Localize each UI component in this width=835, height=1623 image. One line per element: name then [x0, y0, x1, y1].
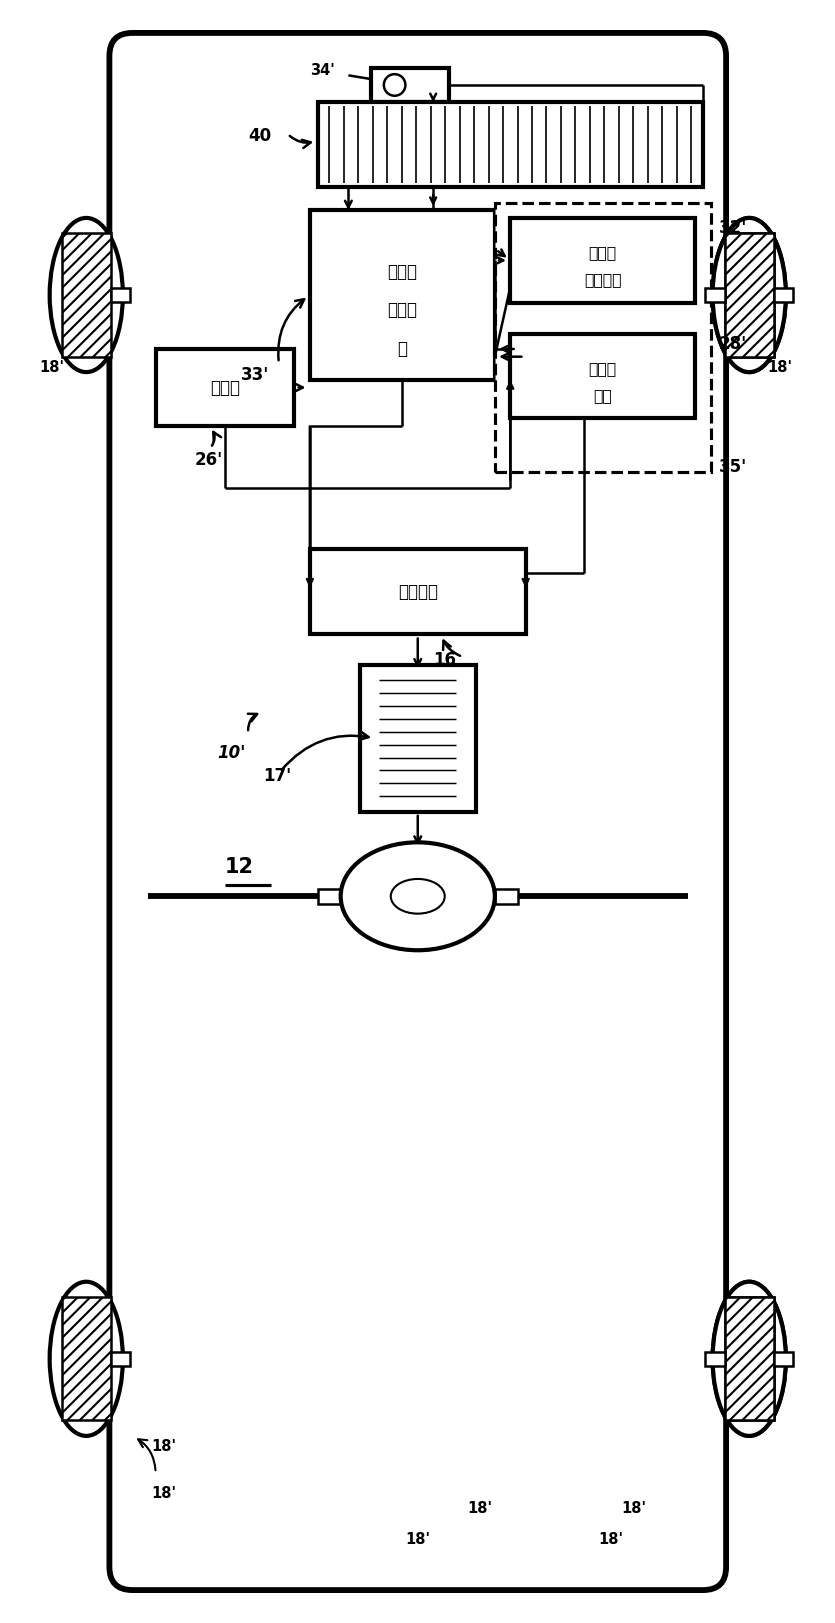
Bar	[724, 1297, 773, 1420]
Circle shape	[383, 75, 405, 96]
Text: 26': 26'	[194, 451, 222, 469]
Text: 18': 18'	[598, 1532, 623, 1547]
Ellipse shape	[712, 217, 786, 372]
Ellipse shape	[49, 1282, 123, 1436]
Bar	[360, 665, 475, 812]
Bar	[510, 217, 695, 304]
Bar	[111, 1352, 130, 1367]
Text: 18': 18'	[151, 1485, 175, 1501]
Text: 逆变器: 逆变器	[387, 263, 418, 281]
Bar	[705, 287, 724, 302]
Bar	[62, 234, 111, 357]
Text: 18': 18'	[467, 1501, 492, 1516]
Text: 34': 34'	[310, 63, 334, 78]
Bar	[494, 203, 711, 472]
Bar	[317, 888, 341, 904]
Text: 冷却回: 冷却回	[387, 302, 418, 320]
Bar	[510, 334, 695, 419]
Ellipse shape	[712, 1282, 786, 1436]
Bar	[494, 888, 518, 904]
Text: 28': 28'	[718, 334, 746, 352]
Text: 33': 33'	[240, 365, 269, 383]
Text: 电路: 电路	[593, 388, 612, 403]
Bar	[317, 102, 702, 187]
Text: 10': 10'	[217, 743, 245, 761]
Text: 18': 18'	[767, 360, 792, 375]
Text: 32': 32'	[718, 219, 746, 237]
Bar	[705, 1352, 724, 1367]
Text: 12: 12	[225, 857, 254, 876]
Bar	[773, 1352, 792, 1367]
Text: 40: 40	[248, 127, 271, 144]
Text: 16: 16	[433, 651, 456, 669]
Text: 逆变器: 逆变器	[589, 245, 616, 260]
Text: 蓄电池: 蓄电池	[210, 378, 240, 396]
Bar	[155, 349, 294, 427]
Bar	[62, 1297, 111, 1420]
Text: 逆变器: 逆变器	[589, 360, 616, 377]
Ellipse shape	[49, 217, 123, 372]
Bar	[724, 234, 773, 357]
Text: 18': 18'	[405, 1532, 430, 1547]
Text: 35': 35'	[718, 458, 746, 476]
Text: 18': 18'	[151, 1440, 175, 1454]
Bar	[375, 674, 460, 803]
Bar	[773, 287, 792, 302]
Text: 牵引电机: 牵引电机	[397, 583, 438, 601]
Bar	[310, 550, 525, 635]
FancyBboxPatch shape	[109, 32, 726, 1591]
Ellipse shape	[341, 842, 494, 949]
Bar	[111, 287, 130, 302]
Text: 冷却装置: 冷却装置	[584, 273, 621, 287]
Bar	[724, 234, 773, 357]
Ellipse shape	[391, 880, 444, 914]
Text: 18': 18'	[620, 1501, 645, 1516]
Text: 18': 18'	[39, 360, 64, 375]
Text: 路: 路	[397, 339, 407, 359]
Bar	[724, 1297, 773, 1420]
Ellipse shape	[712, 217, 786, 372]
Bar	[310, 211, 494, 380]
Ellipse shape	[712, 1282, 786, 1436]
Text: 17': 17'	[263, 766, 291, 784]
Bar	[372, 68, 448, 102]
